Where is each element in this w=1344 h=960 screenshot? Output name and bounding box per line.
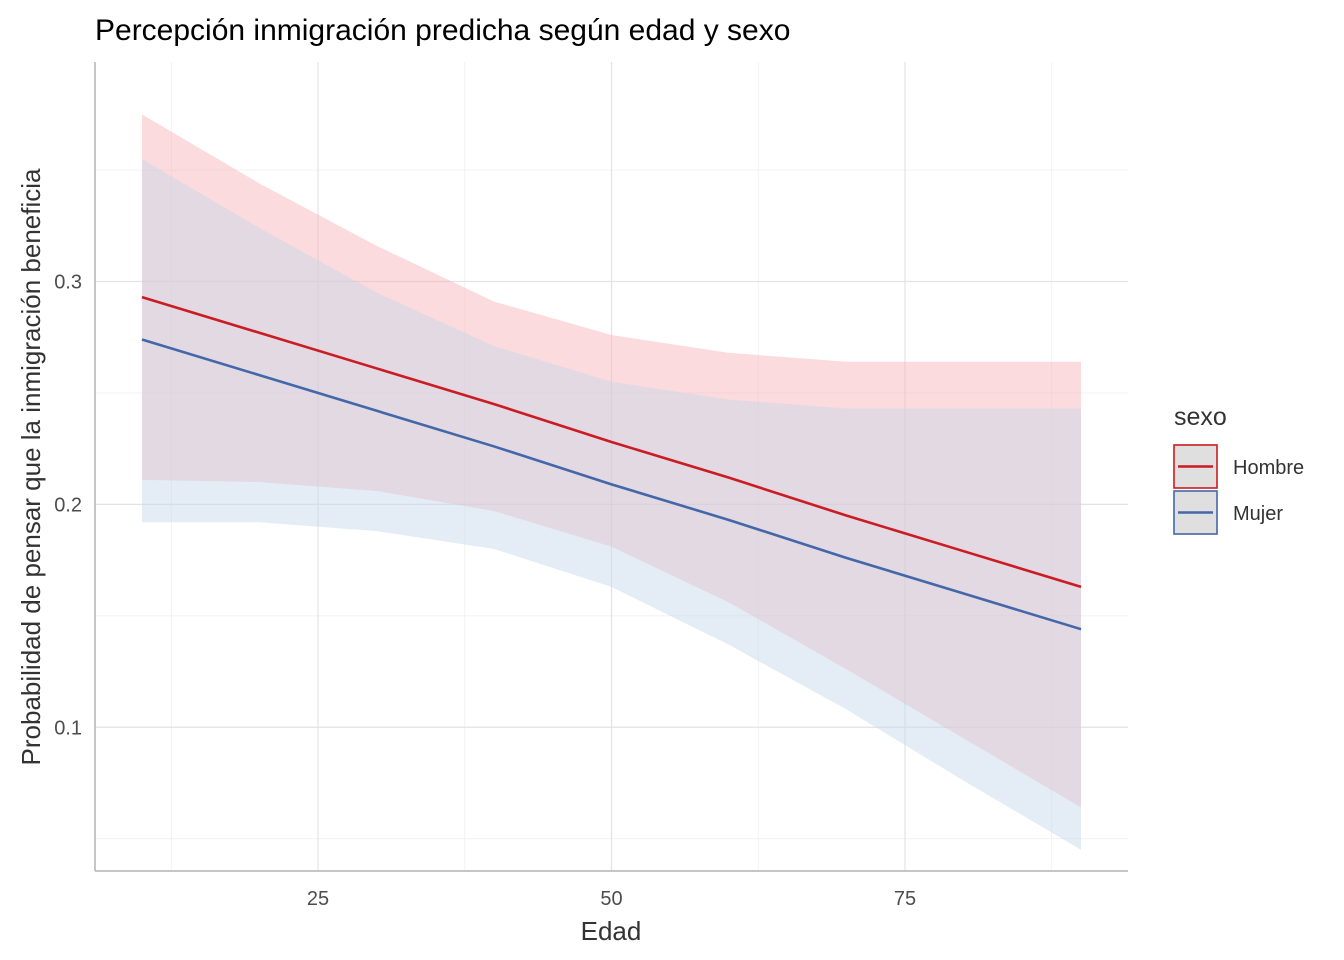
line-hombre	[141, 295, 1082, 589]
legend-item-hombre: Hombre	[1173, 444, 1304, 489]
y-tick-label: 0.3	[54, 272, 82, 294]
legend-title: sexo	[1174, 403, 1227, 431]
legend: sexo Hombre Mujer	[1173, 403, 1304, 535]
legend-items: Hombre Mujer	[1173, 444, 1304, 535]
x-tick-label: 50	[600, 888, 622, 910]
y-tick-labels: 0.1 0.2 0.3	[54, 272, 82, 740]
major-grid	[95, 62, 1128, 871]
ribbon-hombre	[141, 114, 1082, 808]
confidence-ribbons	[141, 114, 1082, 850]
ribbon-mujer	[141, 158, 1082, 850]
x-tick-label: 75	[894, 888, 916, 910]
chart-title: Percepción inmigración predicha según ed…	[95, 14, 790, 47]
line-mujer	[141, 338, 1082, 631]
x-axis-title: Edad	[581, 916, 642, 946]
series-lines	[141, 295, 1082, 631]
x-tick-label: 25	[307, 888, 329, 910]
x-tick-labels: 25 50 75	[307, 888, 916, 910]
legend-label: Hombre	[1233, 457, 1304, 479]
legend-label: Mujer	[1233, 503, 1283, 525]
y-tick-label: 0.2	[54, 494, 82, 516]
legend-item-mujer: Mujer	[1173, 490, 1283, 535]
y-tick-label: 0.1	[54, 717, 82, 739]
y-axis-title: Probabilidad de pensar que la inmigració…	[16, 168, 46, 765]
